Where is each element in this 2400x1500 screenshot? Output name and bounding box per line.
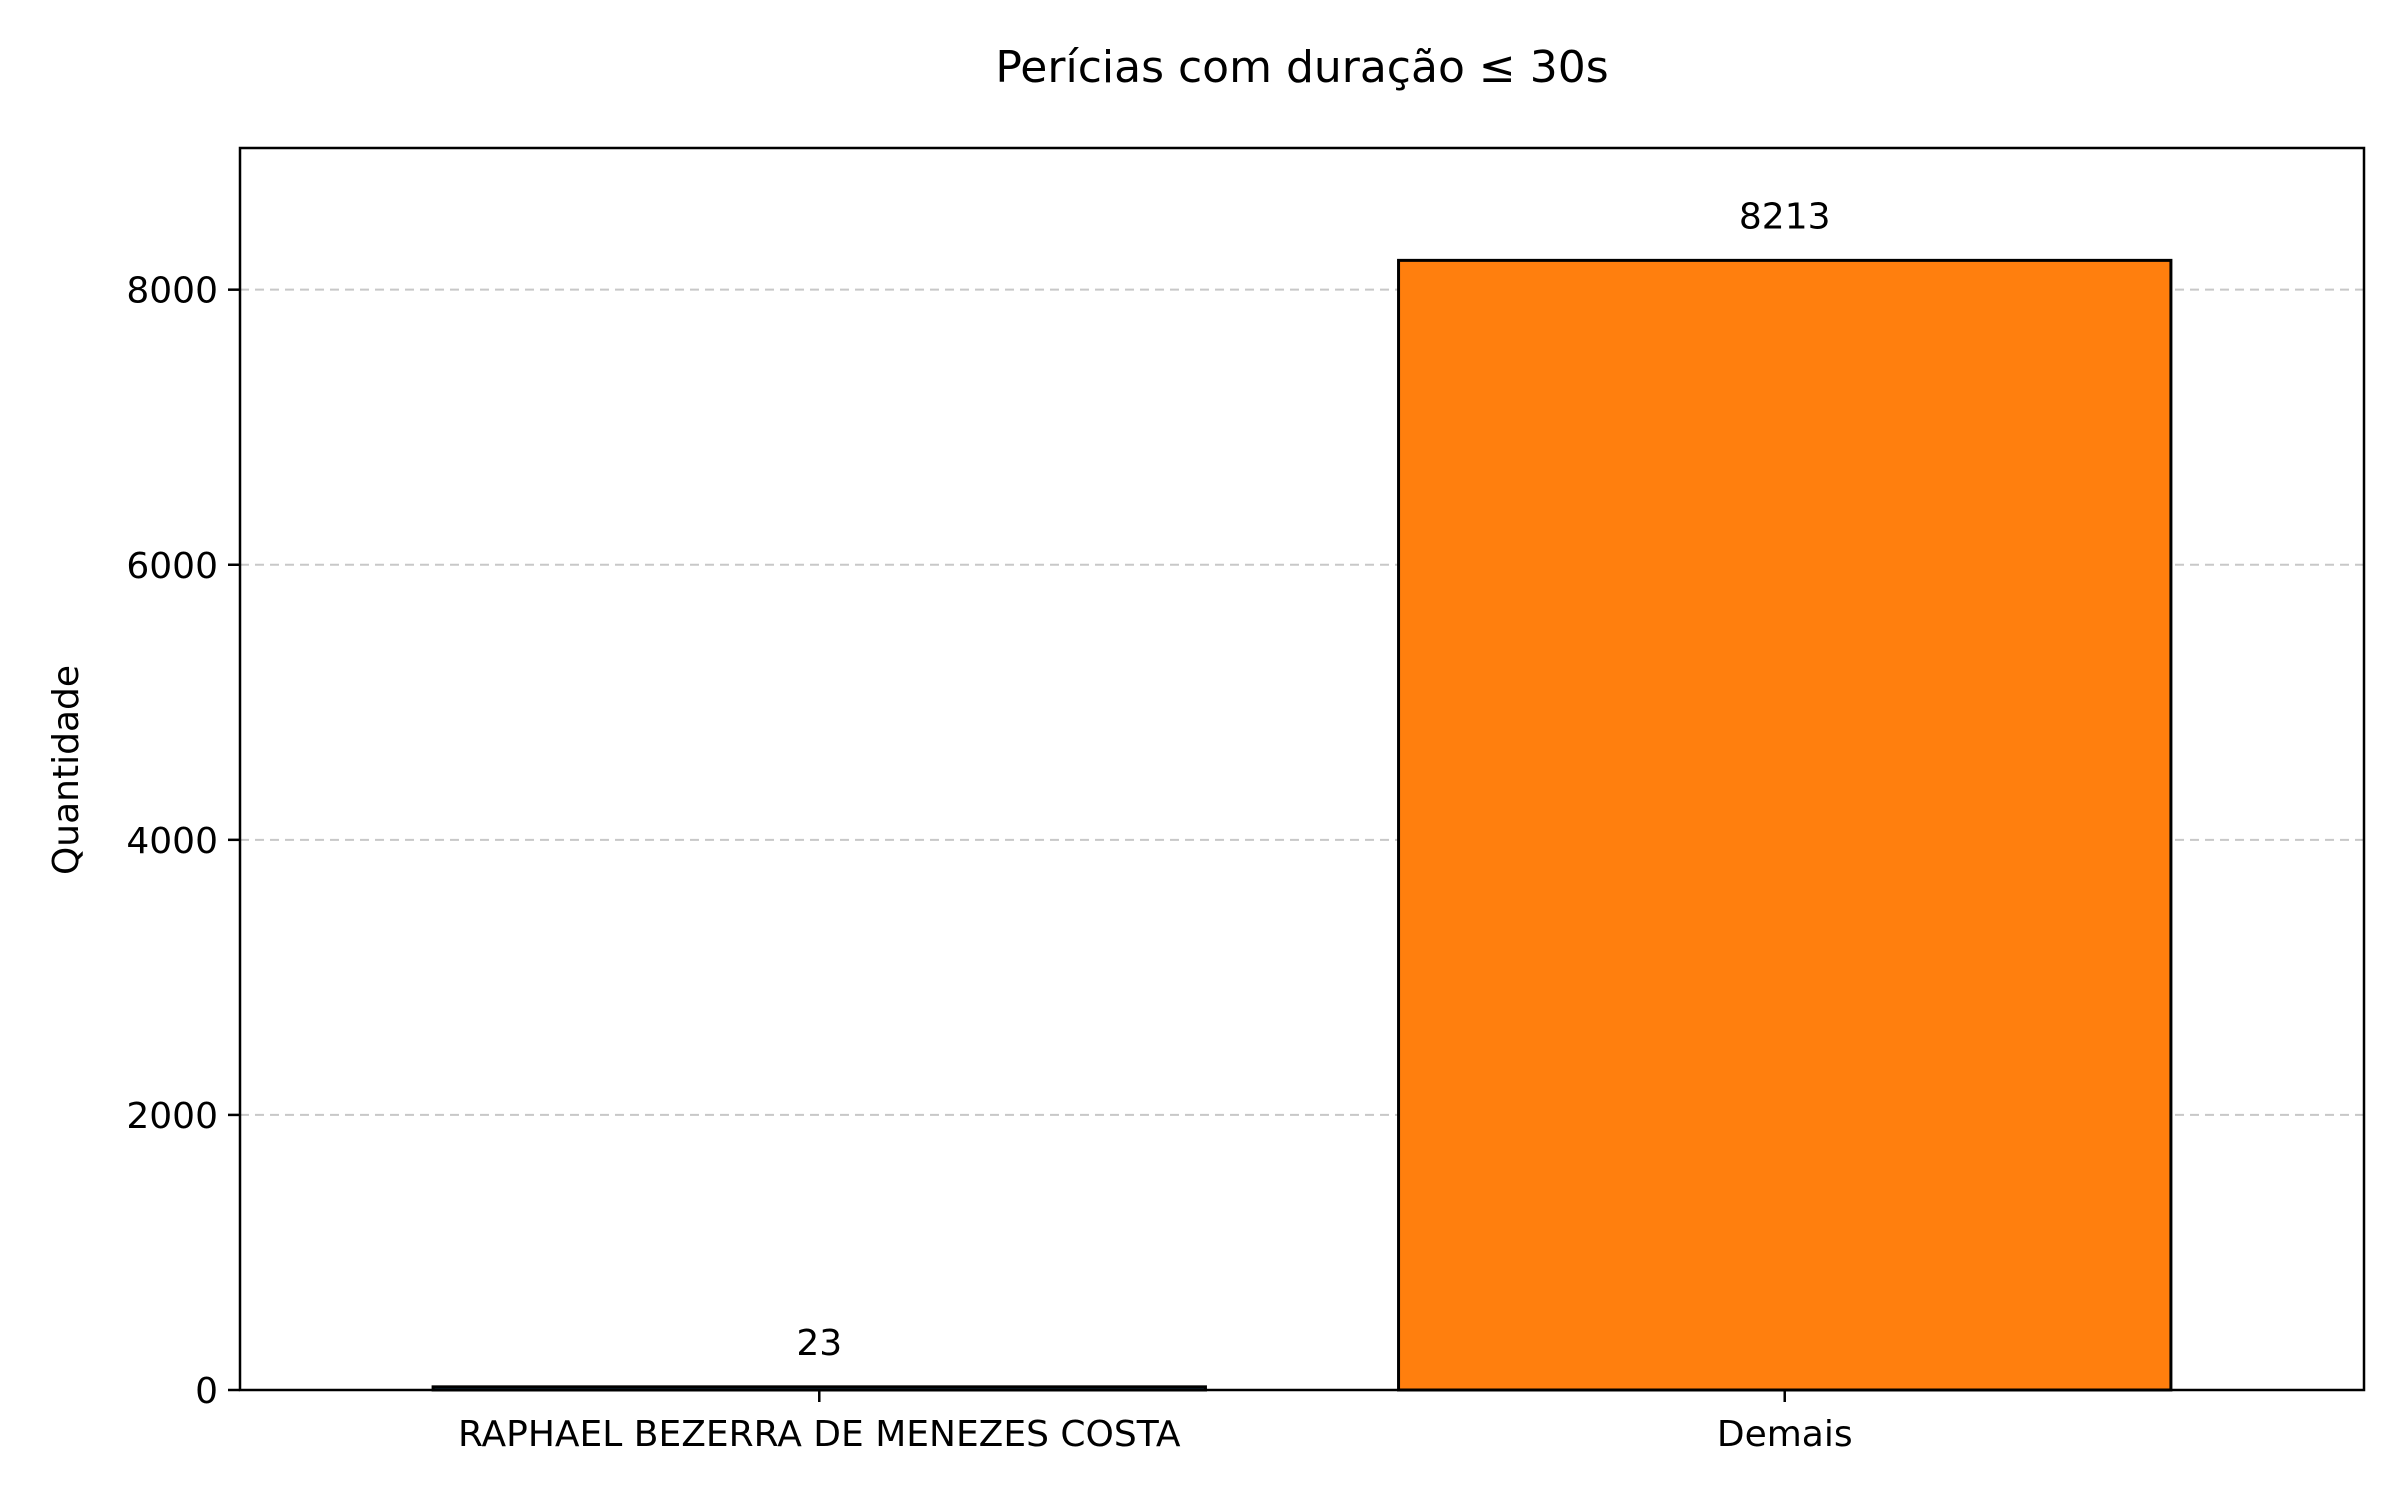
y-tick-label-4000: 4000: [126, 821, 218, 862]
plot-frame: [238, 146, 2366, 1392]
x-tick-label-0: RAPHAEL BEZERRA DE MENEZES COSTA: [458, 1414, 1181, 1455]
y-axis-ticks: 0 2000 4000 6000 8000: [126, 271, 240, 1412]
y-tick-label-6000: 6000: [126, 546, 218, 587]
y-axis-label: Quantidade: [46, 665, 87, 875]
y-tick-label-2000: 2000: [126, 1096, 218, 1137]
x-tick-label-1: Demais: [1717, 1414, 1853, 1455]
y-tick-label-8000: 8000: [126, 271, 218, 312]
data-label-0: 23: [796, 1323, 842, 1364]
x-axis-ticks: RAPHAEL BEZERRA DE MENEZES COSTA Demais: [458, 1390, 1853, 1455]
y-tick-label-0: 0: [195, 1371, 218, 1412]
bar-1: [1397, 258, 2173, 1392]
bars: [431, 258, 2173, 1392]
data-label-1: 8213: [1739, 196, 1831, 237]
chart-title: Perícias com duração ≤ 30s: [995, 42, 1608, 93]
data-labels: 23 8213: [796, 196, 1830, 1363]
